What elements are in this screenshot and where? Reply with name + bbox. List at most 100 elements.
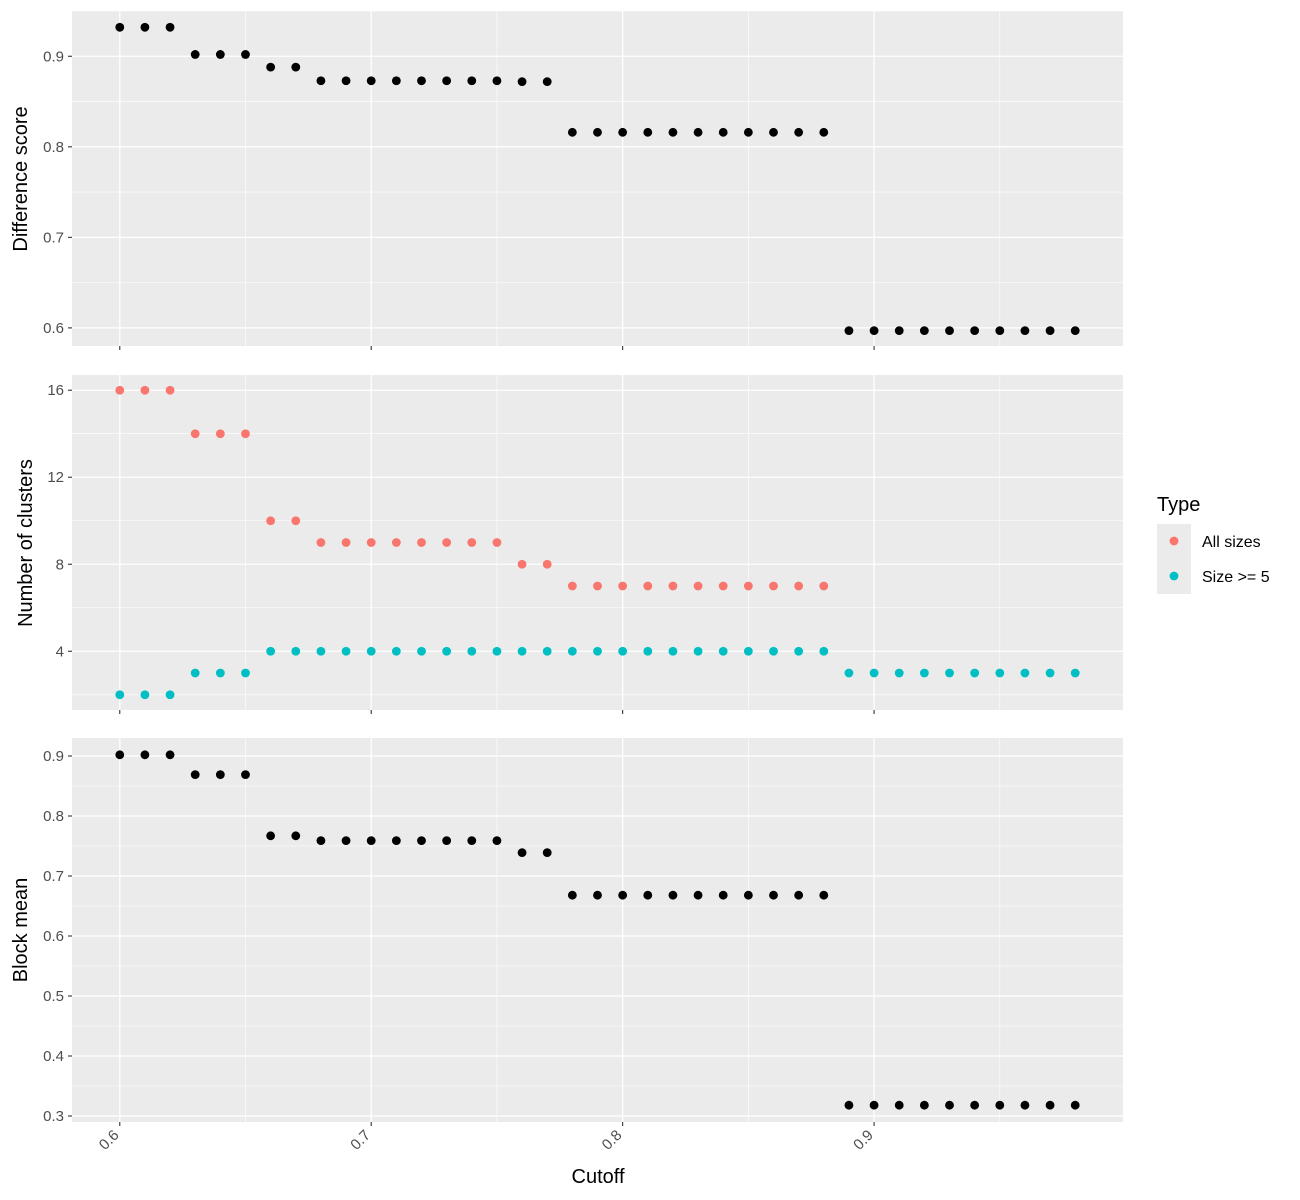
- data-point: [266, 516, 276, 526]
- data-point: [970, 1100, 980, 1110]
- data-point: [442, 836, 452, 845]
- data-point: [215, 50, 225, 59]
- panel-1: 0.6 0.7 0.8 0.9: [43, 10, 1123, 350]
- legend-key-all-sizes: [1169, 536, 1179, 546]
- data-point: [241, 668, 250, 678]
- data-point: [567, 127, 577, 137]
- data-point: [593, 890, 602, 900]
- data-point: [919, 1100, 929, 1110]
- data-point: [467, 76, 477, 86]
- data-point: [442, 538, 452, 547]
- data-point: [341, 646, 351, 656]
- data-point: [643, 646, 653, 656]
- data-point: [165, 385, 175, 395]
- data-point: [643, 890, 653, 900]
- data-point: [593, 646, 602, 656]
- data-point: [567, 646, 577, 656]
- data-point: [115, 22, 125, 32]
- data-point: [467, 836, 477, 845]
- data-point: [140, 385, 150, 395]
- data-point: [769, 890, 778, 900]
- data-point: [668, 127, 678, 137]
- data-point: [517, 559, 527, 569]
- x-axis-title: Cutoff: [572, 1166, 625, 1188]
- data-point: [970, 668, 980, 678]
- panel-background: [72, 375, 1123, 710]
- data-point: [190, 770, 200, 779]
- data-point: [869, 668, 879, 678]
- data-point: [668, 890, 678, 900]
- data-point: [1070, 668, 1080, 678]
- data-point: [819, 646, 829, 656]
- data-point: [718, 581, 728, 591]
- y-tick-label: 0.8: [43, 808, 64, 825]
- data-point: [919, 668, 929, 678]
- data-point: [1020, 1100, 1030, 1110]
- data-point: [517, 77, 527, 87]
- data-point: [316, 76, 326, 86]
- data-point: [140, 750, 150, 760]
- data-point: [467, 538, 477, 547]
- data-point: [165, 750, 175, 760]
- series-1: [115, 22, 1080, 336]
- y-tick-label: 4: [56, 643, 64, 660]
- data-point: [819, 890, 829, 900]
- data-point: [241, 50, 250, 59]
- data-point: [668, 646, 678, 656]
- data-point: [417, 538, 426, 547]
- data-point: [919, 326, 929, 336]
- data-point: [241, 429, 250, 439]
- data-point: [769, 581, 778, 591]
- data-point: [542, 646, 552, 656]
- y-tick-label: 0.3: [43, 1108, 64, 1125]
- data-point: [769, 127, 778, 137]
- y-tick-label: 0.4: [43, 1048, 64, 1065]
- data-point: [492, 538, 502, 547]
- data-point: [894, 668, 904, 678]
- legend-label-size-ge-5: Size >= 5: [1202, 569, 1270, 586]
- data-point: [718, 646, 728, 656]
- panel-background: [72, 11, 1123, 346]
- panel-1-y-axis-title: Difference score: [10, 106, 32, 251]
- data-point: [844, 668, 854, 678]
- data-point: [693, 127, 703, 137]
- data-point: [366, 836, 376, 845]
- data-point: [844, 1100, 854, 1110]
- data-point: [140, 690, 150, 700]
- data-point: [618, 127, 628, 137]
- data-point: [190, 50, 200, 59]
- y-tick-label: 0.6: [43, 320, 64, 337]
- data-point: [316, 538, 326, 547]
- data-point: [391, 836, 401, 845]
- legend-title: Type: [1157, 494, 1200, 516]
- data-point: [542, 848, 552, 857]
- data-point: [492, 836, 502, 845]
- data-point: [316, 646, 326, 656]
- data-point: [417, 646, 426, 656]
- data-point: [442, 76, 452, 86]
- panels: 0.6 0.7 0.8 0.9 4 8 12 16 0.3 0.4 0.5 0.6 0.7 0.8 0.9: [43, 10, 1123, 1126]
- data-point: [593, 127, 602, 137]
- data-point: [819, 581, 829, 591]
- data-point: [1045, 668, 1055, 678]
- data-point: [417, 76, 426, 86]
- data-point: [894, 326, 904, 336]
- series-2: [115, 646, 1080, 700]
- panel-3: 0.3 0.4 0.5 0.6 0.7 0.8 0.9: [43, 738, 1123, 1126]
- data-point: [618, 581, 628, 591]
- data-point: [945, 326, 954, 336]
- y-tick-label: 0.8: [43, 139, 64, 156]
- panel-2: 4 8 12 16: [47, 375, 1123, 714]
- data-point: [366, 538, 376, 547]
- data-point: [718, 890, 728, 900]
- data-point: [945, 668, 954, 678]
- data-point: [115, 385, 125, 395]
- data-point: [266, 646, 276, 656]
- data-point: [970, 326, 980, 336]
- y-tick-label: 0.5: [43, 988, 64, 1005]
- data-point: [693, 890, 703, 900]
- data-point: [215, 668, 225, 678]
- data-point: [391, 76, 401, 86]
- data-point: [115, 690, 125, 700]
